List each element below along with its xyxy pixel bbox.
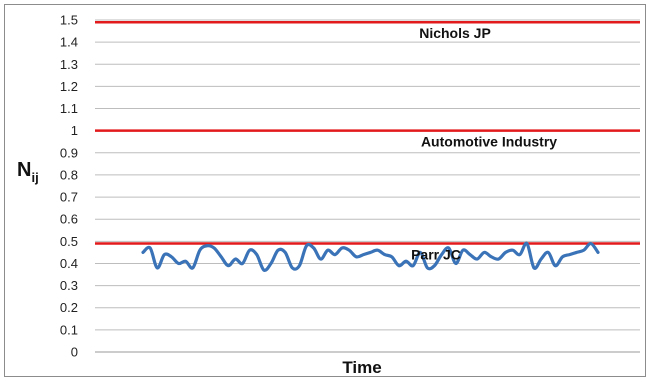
y-tick-label: 1 [71, 123, 78, 138]
y-axis-label-subscript: ij [31, 170, 38, 185]
y-tick-label: 1.5 [60, 13, 78, 28]
y-axis-label-base: N [17, 159, 31, 181]
y-tick-label: 1.3 [60, 57, 78, 72]
reference-line-label: Automotive Industry [421, 134, 557, 150]
y-tick-label: 1.4 [60, 35, 78, 50]
gridlines [95, 19, 640, 353]
reference-lines [95, 20, 640, 245]
y-axis-label: Nij [17, 159, 39, 185]
y-axis-ticks: 0 0.1 0.2 0.3 0.4 0.5 0.6 0.7 0.8 0.9 1 1.1 1.2 1.3 1.… [60, 13, 78, 360]
y-tick-label: 0.5 [60, 234, 78, 249]
y-tick-label: 0.6 [60, 212, 78, 227]
y-tick-label: 0.8 [60, 167, 78, 182]
y-tick-label: 0.1 [60, 322, 78, 337]
reference-line-label: Nichols JP [419, 25, 491, 41]
series-line [141, 241, 600, 272]
x-axis-label: Time [342, 358, 381, 377]
reference-line-label: Parr JC [411, 247, 461, 263]
reference-labels: Nichols JP Automotive Industry Parr JC [411, 25, 557, 262]
y-tick-label: 0.4 [60, 256, 78, 271]
series-layer [141, 241, 600, 272]
y-tick-label: 0.9 [60, 145, 78, 160]
y-tick-label: 0 [71, 345, 78, 360]
y-tick-label: 1.1 [60, 101, 78, 116]
chart-frame [4, 4, 646, 377]
y-tick-label: 0.7 [60, 190, 78, 205]
y-tick-label: 1.2 [60, 79, 78, 94]
y-tick-label: 0.2 [60, 300, 78, 315]
y-tick-label: 0.3 [60, 278, 78, 293]
